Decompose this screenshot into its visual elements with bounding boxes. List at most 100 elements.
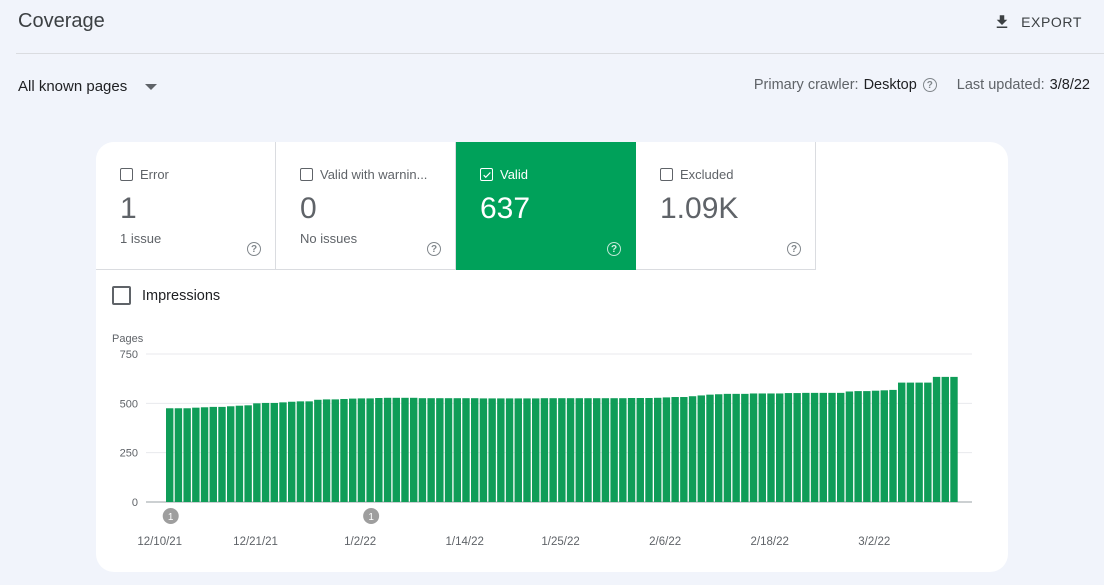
- tile-label: Valid: [500, 167, 528, 182]
- x-tick-label: 12/21/21: [233, 536, 278, 548]
- crawler-label: Primary crawler:: [753, 77, 859, 93]
- y-tick-label: 250: [120, 448, 138, 460]
- help-icon[interactable]: ?: [787, 242, 801, 256]
- checkbox-icon[interactable]: [300, 168, 313, 181]
- chart-bar: [244, 405, 252, 502]
- checkbox-checked-icon[interactable]: [480, 168, 493, 181]
- chart-bar: [749, 393, 758, 502]
- annotation-marker: [363, 508, 380, 524]
- tile-value: 1.09K: [660, 192, 739, 225]
- chart-bar: [427, 398, 435, 502]
- impressions-toggle[interactable]: Impressions: [112, 286, 220, 305]
- checkbox-icon[interactable]: [660, 168, 673, 181]
- chart-bar: [950, 376, 958, 502]
- annotation-label: 1: [368, 512, 374, 523]
- export-button[interactable]: EXPORT: [993, 10, 1082, 34]
- coverage-card: Error 1 1 issue ? Valid with warnin... 0…: [96, 142, 1008, 572]
- x-tick-label: 3/2/22: [858, 536, 890, 548]
- chart-bar: [863, 391, 871, 502]
- chart-bar: [575, 398, 583, 502]
- tile-label: Valid with warnin...: [320, 167, 428, 182]
- header-divider: [16, 53, 1104, 54]
- chart-bar: [619, 398, 627, 502]
- page-filter-value: All known pages: [18, 78, 128, 95]
- chart-bar: [296, 401, 305, 502]
- chart-bar: [401, 397, 409, 502]
- chart-bar: [166, 408, 174, 502]
- chart-bar: [497, 398, 505, 502]
- tile-label: Excluded: [680, 167, 734, 182]
- checkbox-icon[interactable]: [120, 168, 133, 181]
- tile-header: Valid: [480, 167, 528, 182]
- tile-value: 0: [300, 192, 317, 225]
- chart-bar: [688, 396, 697, 502]
- chart-bar: [758, 393, 766, 502]
- download-icon: [996, 15, 1008, 28]
- chart-bar: [209, 406, 217, 502]
- page-filter-dropdown[interactable]: All known pages: [18, 78, 158, 95]
- updated-label: Last updated:: [956, 77, 1045, 93]
- chart-bar: [261, 402, 270, 502]
- x-tick-label: 2/6/22: [649, 536, 681, 548]
- chart-bar: [479, 398, 488, 502]
- chart-bar: [200, 407, 209, 502]
- chart-bar: [462, 398, 470, 502]
- chart-bar: [932, 376, 941, 502]
- chart-bar: [375, 398, 383, 502]
- chart-bar: [584, 398, 592, 502]
- chart-bar: [793, 393, 801, 502]
- chart-bar: [383, 397, 392, 502]
- checkbox-icon[interactable]: [112, 286, 131, 305]
- tile-valid[interactable]: Valid 637 ?: [456, 142, 636, 270]
- chart-bar: [837, 392, 845, 502]
- help-icon[interactable]: ?: [247, 242, 261, 256]
- tile-label: Error: [140, 167, 169, 182]
- chart-bar: [471, 398, 479, 502]
- tile-sub: 1 issue: [120, 231, 162, 246]
- chart-bar: [715, 394, 723, 502]
- chart-bar: [270, 402, 278, 502]
- x-tick-label: 12/10/21: [137, 536, 182, 548]
- chart-bar: [314, 399, 322, 502]
- chart-bar: [871, 390, 880, 502]
- chart-bar: [776, 393, 784, 502]
- chart-bar: [645, 398, 653, 502]
- chart-bar: [828, 392, 836, 502]
- caret-down-icon: [145, 83, 158, 90]
- chart-bar: [183, 408, 191, 502]
- tile-excluded[interactable]: Excluded 1.09K ?: [636, 142, 816, 270]
- chart-bar: [898, 382, 906, 502]
- tile-header: Error: [120, 167, 169, 182]
- tile-error[interactable]: Error 1 1 issue ?: [96, 142, 276, 270]
- chart-bar: [593, 398, 601, 502]
- chart-bar: [819, 392, 827, 502]
- help-icon[interactable]: ?: [922, 78, 937, 92]
- chart-bar: [671, 397, 679, 502]
- status-tiles: Error 1 1 issue ? Valid with warnin... 0…: [96, 142, 816, 270]
- pages-bar-chart: Pages 0 250 500 750 1 1 12/10/21 12/21/21 1/2/22 1…: [112, 333, 972, 548]
- chart-bar: [915, 382, 923, 502]
- chart-bar: [610, 398, 618, 502]
- chart-bar: [192, 407, 200, 502]
- y-tick-label: 500: [120, 398, 138, 410]
- chart-bar: [174, 408, 183, 502]
- chart-bar: [418, 398, 427, 502]
- chart-bar: [941, 376, 949, 502]
- help-icon[interactable]: ?: [607, 242, 621, 256]
- annotation-label: 1: [168, 512, 174, 523]
- tile-header: Valid with warnin...: [300, 167, 427, 182]
- tile-sub: No issues: [300, 231, 358, 246]
- chart-bar: [235, 405, 244, 502]
- chart-bar: [357, 398, 366, 502]
- chart-bar: [662, 397, 671, 502]
- chart-bar: [810, 392, 819, 502]
- chart-bar: [253, 403, 261, 502]
- chart-bar: [558, 398, 566, 502]
- tile-valid-with-warnings[interactable]: Valid with warnin... 0 No issues ?: [276, 142, 456, 270]
- y-tick-label: 0: [132, 497, 138, 509]
- chart-bar: [279, 402, 287, 502]
- help-icon[interactable]: ?: [427, 242, 441, 256]
- chart-bar: [924, 382, 932, 502]
- chart-bar: [889, 389, 897, 502]
- chart-bar: [322, 399, 331, 502]
